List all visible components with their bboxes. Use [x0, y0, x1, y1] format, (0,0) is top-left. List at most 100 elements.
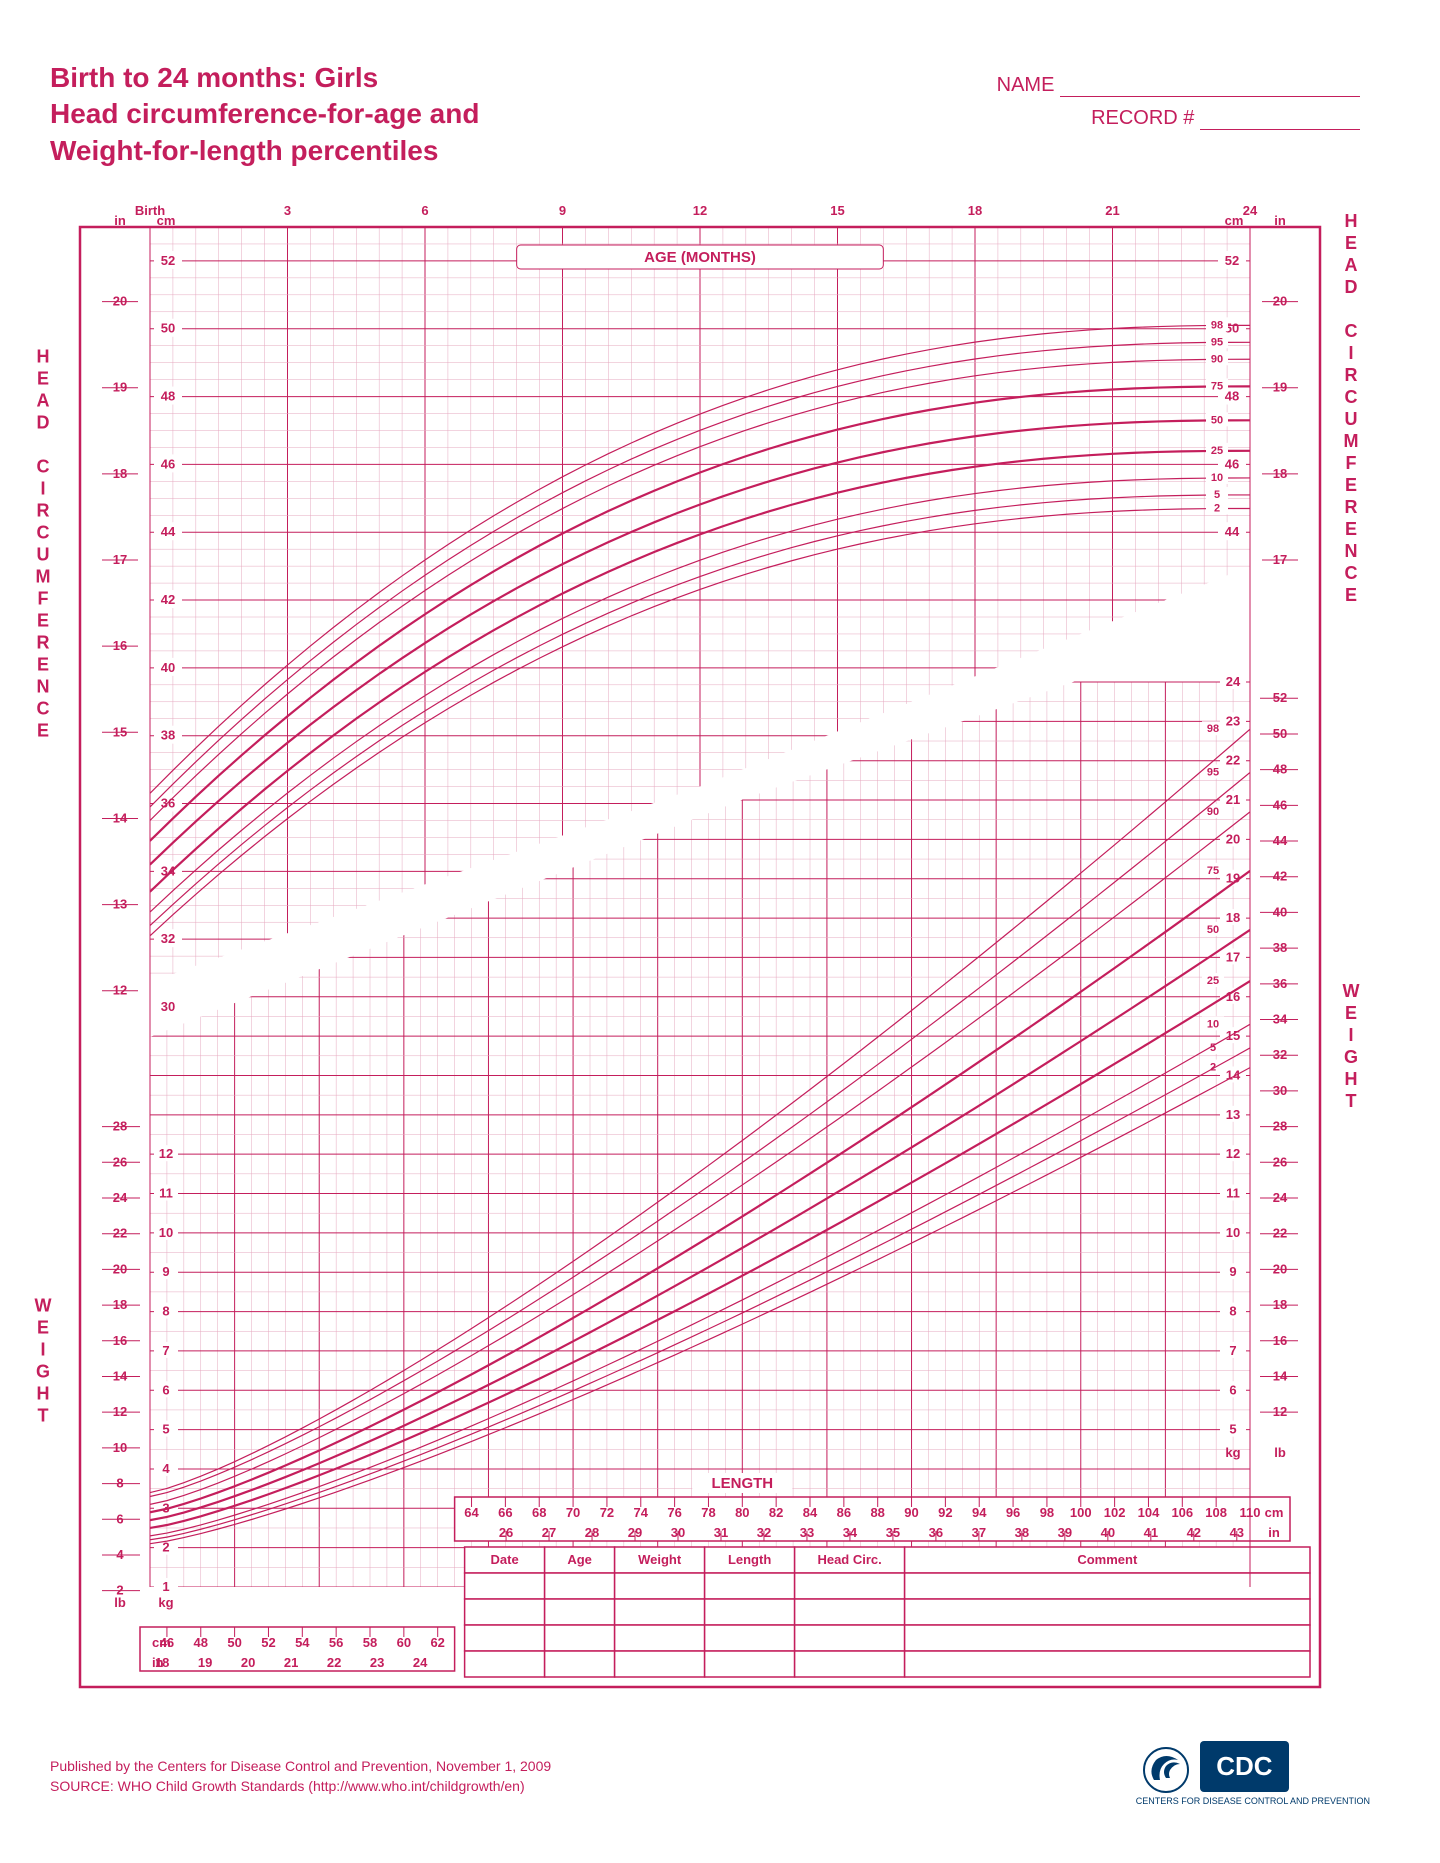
- table-cell[interactable]: [465, 1651, 545, 1677]
- svg-text:C: C: [37, 699, 56, 719]
- svg-text:H: H: [37, 347, 56, 367]
- wl-kg-tick-right: 21: [1226, 792, 1240, 807]
- svg-text:20: 20: [241, 1655, 255, 1670]
- age-tick: 6: [421, 203, 428, 218]
- svg-text:R: R: [37, 633, 56, 653]
- len-cm-upper: 82: [769, 1505, 783, 1520]
- table-cell[interactable]: [465, 1599, 545, 1625]
- table-cell[interactable]: [545, 1625, 615, 1651]
- svg-text:54: 54: [295, 1635, 310, 1650]
- len-cm-upper: 70: [566, 1505, 580, 1520]
- table-cell[interactable]: [615, 1573, 705, 1599]
- svg-text:60: 60: [397, 1635, 411, 1650]
- wl-pct-label: 25: [1207, 975, 1219, 987]
- svg-text:U: U: [1345, 409, 1364, 429]
- wl-kg-tick-right: 23: [1226, 714, 1240, 729]
- svg-text:in: in: [152, 1655, 164, 1670]
- wl-kg-tick-right: 13: [1226, 1107, 1240, 1122]
- table-cell[interactable]: [615, 1651, 705, 1677]
- svg-text:R: R: [37, 501, 56, 521]
- table-cell[interactable]: [795, 1573, 905, 1599]
- len-cm-upper: 92: [938, 1505, 952, 1520]
- svg-text:N: N: [1345, 541, 1364, 561]
- svg-text:H: H: [37, 1384, 56, 1404]
- svg-text:lb: lb: [1274, 1445, 1286, 1460]
- table-cell[interactable]: [905, 1625, 1310, 1651]
- table-cell[interactable]: [905, 1599, 1310, 1625]
- len-cm-upper: 100: [1070, 1505, 1092, 1520]
- svg-text:W: W: [1343, 981, 1366, 1001]
- table-cell[interactable]: [795, 1599, 905, 1625]
- len-cm-upper: 74: [634, 1505, 649, 1520]
- len-cm-upper: 72: [600, 1505, 614, 1520]
- hc-cm-tick-left: 46: [161, 457, 175, 472]
- svg-text:E: E: [1345, 519, 1363, 539]
- svg-text:T: T: [38, 1406, 55, 1426]
- svg-text:C: C: [1345, 563, 1364, 583]
- growth-chart-page: Birth to 24 months: Girls Head circumfer…: [20, 60, 1420, 1796]
- hc-pct-label: 50: [1211, 414, 1223, 426]
- wl-percentile-50: [150, 930, 1250, 1520]
- svg-text:in: in: [114, 213, 126, 228]
- hc-cm-tick-right: 46: [1225, 457, 1239, 472]
- table-cell[interactable]: [615, 1625, 705, 1651]
- wl-kg-tick-right: 6: [1229, 1382, 1236, 1397]
- table-cell[interactable]: [705, 1625, 795, 1651]
- svg-text:E: E: [37, 721, 55, 741]
- wl-kg-tick-left: 12: [159, 1146, 173, 1161]
- len-cm-upper: 106: [1171, 1505, 1193, 1520]
- len-cm-upper: 94: [972, 1505, 987, 1520]
- wl-kg-tick-left: 5: [162, 1422, 169, 1437]
- table-cell[interactable]: [905, 1651, 1310, 1677]
- record-input-line[interactable]: [1200, 129, 1360, 130]
- table-cell[interactable]: [545, 1599, 615, 1625]
- record-label: RECORD #: [1091, 107, 1194, 129]
- wl-kg-tick-right: 10: [1226, 1225, 1240, 1240]
- len-in-upper: 43: [1230, 1525, 1244, 1540]
- table-cell[interactable]: [545, 1651, 615, 1677]
- table-cell[interactable]: [705, 1651, 795, 1677]
- table-cell[interactable]: [795, 1625, 905, 1651]
- wl-kg-tick-right: 24: [1226, 674, 1241, 689]
- svg-text:23: 23: [370, 1655, 384, 1670]
- wl-kg-tick-left: 9: [162, 1264, 169, 1279]
- cdc-tagline: CENTERS FOR DISEASE CONTROL AND PREVENTI…: [1136, 1796, 1370, 1806]
- hc-cm-tick-left: 44: [161, 524, 176, 539]
- name-input-line[interactable]: [1060, 96, 1360, 97]
- wl-kg-tick-right: 12: [1226, 1146, 1240, 1161]
- hc-cm-tick-left: 30: [161, 999, 175, 1014]
- hc-pct-label: 25: [1211, 445, 1223, 457]
- len-in-upper: 39: [1058, 1525, 1072, 1540]
- svg-text:kg: kg: [158, 1595, 173, 1610]
- hc-pct-label: 95: [1211, 336, 1223, 348]
- hc-cm-tick-left: 32: [161, 931, 175, 946]
- wl-kg-tick-right: 20: [1226, 832, 1240, 847]
- len-cm-upper: 102: [1104, 1505, 1126, 1520]
- table-cell[interactable]: [705, 1573, 795, 1599]
- svg-text:I: I: [40, 479, 51, 499]
- hc-cm-tick-left: 34: [161, 864, 176, 879]
- table-cell[interactable]: [465, 1625, 545, 1651]
- table-cell[interactable]: [615, 1599, 705, 1625]
- wl-kg-tick-right: 15: [1226, 1028, 1240, 1043]
- table-cell[interactable]: [545, 1573, 615, 1599]
- len-cm-upper: 78: [701, 1505, 715, 1520]
- hc-pct-label: 98: [1211, 320, 1223, 332]
- len-in-upper: 35: [886, 1525, 900, 1540]
- len-in-upper: 26: [499, 1525, 513, 1540]
- svg-text:21: 21: [284, 1655, 298, 1670]
- table-header-label: Age: [567, 1552, 592, 1567]
- table-cell[interactable]: [905, 1573, 1310, 1599]
- table-cell[interactable]: [705, 1599, 795, 1625]
- wl-kg-tick-right: 7: [1229, 1343, 1236, 1358]
- len-cm-upper: 98: [1040, 1505, 1054, 1520]
- len-in-upper: 37: [972, 1525, 986, 1540]
- svg-text:48: 48: [194, 1635, 208, 1650]
- wl-lb-tick-left: 24: [113, 1190, 128, 1205]
- svg-text:C: C: [1345, 321, 1364, 341]
- table-cell[interactable]: [795, 1651, 905, 1677]
- svg-text:F: F: [38, 589, 55, 609]
- table-header-label: Weight: [638, 1552, 682, 1567]
- svg-text:R: R: [1345, 365, 1364, 385]
- table-cell[interactable]: [465, 1573, 545, 1599]
